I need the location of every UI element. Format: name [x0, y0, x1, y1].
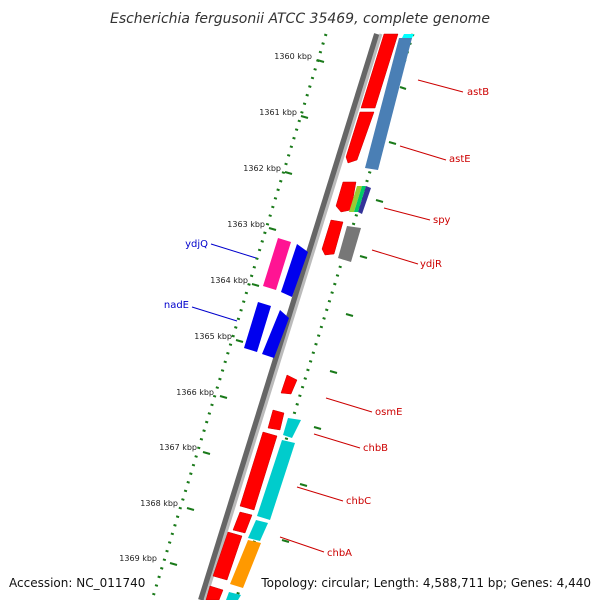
tick-label: 1366 kbp: [176, 388, 214, 397]
gene-label-chbC[interactable]: chbC: [346, 496, 371, 507]
cog-feature[interactable]: [349, 186, 362, 212]
cds-feature[interactable]: [212, 531, 243, 581]
cog-feature[interactable]: [230, 540, 261, 588]
gene-label-astE[interactable]: astE: [449, 154, 471, 165]
cog-feature[interactable]: [358, 186, 371, 214]
right-ticks: [281, 86, 407, 543]
cds-feature[interactable]: [205, 585, 224, 600]
footer-bg-right: [258, 571, 596, 593]
backbone-shadow: [198, 33, 380, 600]
genome-summary-text: Topology: circular; Length: 4,588,711 bp…: [260, 576, 591, 590]
tick-label: 1360 kbp: [274, 52, 312, 61]
cog-feature[interactable]: [226, 592, 241, 600]
cds-feature[interactable]: [281, 244, 308, 297]
backbone: [203, 33, 383, 600]
cog-feature[interactable]: [283, 418, 301, 438]
tick-label: 1364 kbp: [210, 276, 248, 285]
cds-track-outer: [205, 33, 399, 600]
cds-feature[interactable]: [262, 310, 289, 358]
left-leader-lines: [191, 243, 257, 322]
left-ticks: [169, 59, 325, 566]
cds-feature[interactable]: [232, 511, 253, 534]
tick-label: 1367 kbp: [159, 443, 197, 452]
tick-label: 1369 kbp: [119, 554, 157, 563]
gene-label-spy[interactable]: spy: [433, 215, 451, 226]
gene-label-chbA[interactable]: chbA: [327, 548, 352, 559]
cog-track: [226, 34, 414, 600]
cog-feature[interactable]: [338, 226, 361, 262]
tick-label: 1365 kbp: [194, 332, 232, 341]
gene-label-nadE[interactable]: nadE: [164, 300, 189, 311]
gene-label-osmE[interactable]: osmE: [375, 407, 402, 418]
cds-feature[interactable]: [263, 238, 291, 290]
cog-feature[interactable]: [354, 186, 366, 212]
cds-feature[interactable]: [321, 219, 344, 256]
tick-label: 1363 kbp: [227, 220, 265, 229]
right-leader-lines: [279, 79, 464, 553]
cog-feature[interactable]: [257, 440, 295, 520]
gene-label-ydjR[interactable]: ydjR: [420, 259, 442, 270]
cog-feature[interactable]: [248, 520, 268, 541]
gene-label-astB[interactable]: astB: [467, 87, 489, 98]
accession-text: Accession: NC_011740: [9, 576, 145, 590]
cds-feature[interactable]: [244, 302, 271, 352]
footer-bg-left: [4, 571, 146, 593]
tick-label: 1362 kbp: [243, 164, 281, 173]
cds-feature[interactable]: [267, 409, 285, 431]
minus-strand-track: [244, 238, 308, 358]
cds-feature[interactable]: [335, 181, 357, 213]
cog-feature[interactable]: [365, 38, 412, 170]
tick-label: 1361 kbp: [259, 108, 297, 117]
gene-label-chbB[interactable]: chbB: [363, 443, 388, 454]
gene-label-ydjQ[interactable]: ydjQ: [185, 239, 208, 250]
map-title: Escherichia fergusonii ATCC 35469, compl…: [110, 11, 490, 27]
cds-feature[interactable]: [345, 111, 375, 164]
tick-label: 1368 kbp: [140, 499, 178, 508]
cds-feature[interactable]: [239, 431, 278, 511]
cds-feature[interactable]: [360, 33, 399, 109]
cds-feature[interactable]: [280, 374, 298, 395]
